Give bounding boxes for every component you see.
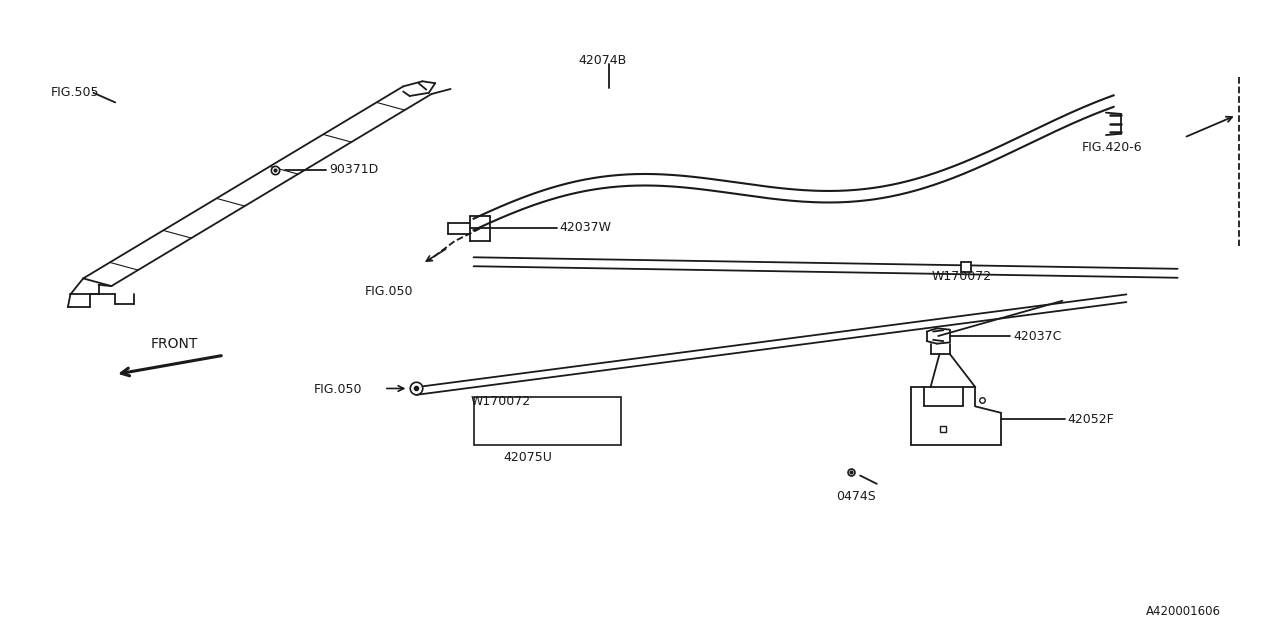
Text: FIG.050: FIG.050 bbox=[365, 285, 413, 298]
Text: 42075U: 42075U bbox=[503, 451, 552, 464]
Text: FIG.420-6: FIG.420-6 bbox=[1082, 141, 1142, 154]
Text: 42037W: 42037W bbox=[559, 221, 612, 234]
Text: FRONT: FRONT bbox=[151, 337, 198, 351]
Text: 42037C: 42037C bbox=[1014, 330, 1062, 342]
Text: W170072: W170072 bbox=[471, 396, 531, 408]
Text: FIG.505: FIG.505 bbox=[51, 86, 100, 99]
Bar bbox=[474, 397, 621, 445]
Text: 0474S: 0474S bbox=[836, 490, 876, 503]
Text: A420001606: A420001606 bbox=[1146, 605, 1221, 618]
Text: FIG.050: FIG.050 bbox=[314, 383, 362, 396]
Text: 90371D: 90371D bbox=[329, 163, 378, 176]
Text: 42052F: 42052F bbox=[1068, 413, 1115, 426]
Text: W170072: W170072 bbox=[932, 270, 992, 283]
Text: 42074B: 42074B bbox=[579, 54, 627, 67]
